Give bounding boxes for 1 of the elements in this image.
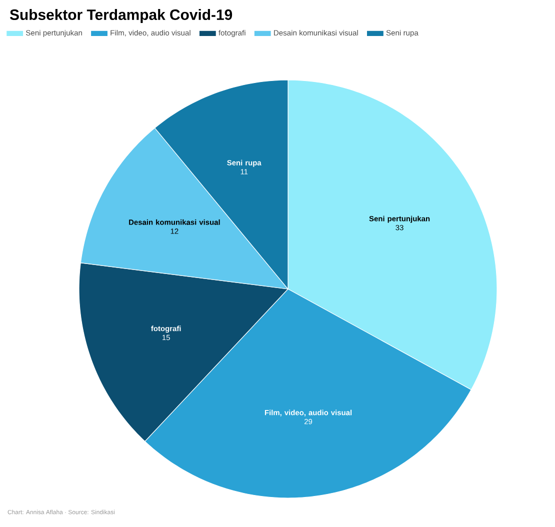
chart-title: Subsektor Terdampak Covid-19 <box>10 9 232 23</box>
